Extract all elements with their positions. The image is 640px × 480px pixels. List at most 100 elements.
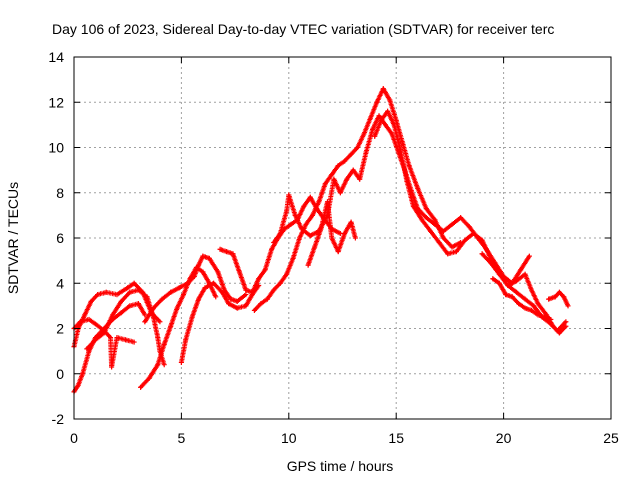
data-point <box>142 319 148 325</box>
data-point <box>389 131 395 137</box>
series-sat-n <box>490 276 554 322</box>
data-point <box>305 262 311 268</box>
data-point <box>174 305 180 311</box>
data-point <box>290 255 296 261</box>
data-point <box>436 240 442 246</box>
data-point <box>264 296 270 302</box>
data-point <box>118 298 124 304</box>
data-point <box>131 339 137 345</box>
data-point <box>125 285 131 291</box>
data-point <box>449 221 455 227</box>
y-tick-label: 10 <box>48 140 64 156</box>
axis-ticks <box>73 56 612 420</box>
data-point <box>215 269 221 275</box>
data-point <box>370 126 376 132</box>
data-point <box>277 280 283 286</box>
x-tick-label: 10 <box>281 430 297 446</box>
data-point <box>277 230 283 236</box>
data-point <box>348 151 354 157</box>
data-point <box>284 271 290 277</box>
data-point <box>376 113 382 119</box>
data-point <box>440 235 446 241</box>
data-point <box>142 312 148 318</box>
data-point <box>342 158 348 164</box>
data-point <box>271 287 277 293</box>
data-point <box>109 364 115 370</box>
data-point <box>350 167 356 173</box>
data-point <box>367 115 373 121</box>
data-point <box>546 296 552 302</box>
data-point <box>496 280 502 286</box>
data-point <box>397 147 403 153</box>
data-point <box>552 294 558 300</box>
data-point <box>224 249 230 255</box>
data-point <box>337 230 343 236</box>
data-point <box>127 289 133 295</box>
data-point <box>243 303 249 309</box>
data-point <box>466 224 472 230</box>
data-point <box>352 235 358 241</box>
data-point <box>196 296 202 302</box>
data-point <box>77 319 83 325</box>
data-point <box>92 337 98 343</box>
data-point <box>307 233 313 239</box>
data-point <box>202 285 208 291</box>
data-point <box>355 145 361 150</box>
data-point <box>548 316 554 322</box>
data-point <box>297 235 303 241</box>
marker-trail <box>80 350 92 377</box>
data-point <box>445 251 451 257</box>
data-point <box>243 292 249 298</box>
marker-trail <box>71 327 81 350</box>
data-point <box>374 99 380 105</box>
y-tick-label: 4 <box>56 275 64 291</box>
data-point <box>157 319 163 325</box>
data-point <box>522 305 528 311</box>
data-point <box>335 163 341 169</box>
data-point <box>103 289 109 295</box>
data-point <box>387 97 393 103</box>
data-point <box>108 335 114 341</box>
data-point <box>168 289 174 295</box>
data-point <box>131 280 137 286</box>
data-point <box>503 292 509 298</box>
data-point <box>95 292 101 298</box>
data-point <box>211 280 217 286</box>
data-point <box>183 337 189 343</box>
data-point <box>449 244 455 250</box>
data-point <box>380 86 386 92</box>
y-tick-label: 2 <box>56 321 64 337</box>
data-point <box>200 269 206 275</box>
data-point <box>496 271 502 277</box>
data-point <box>110 312 116 318</box>
data-point <box>344 176 350 182</box>
data-point <box>309 212 315 218</box>
data-point <box>146 375 152 381</box>
data-point <box>513 289 519 295</box>
x-tick-label: 5 <box>178 430 186 446</box>
data-point <box>226 301 232 307</box>
data-point <box>312 244 318 250</box>
data-point <box>348 219 354 225</box>
data-point <box>118 310 124 316</box>
data-point <box>288 221 294 227</box>
x-tick-label: 0 <box>70 430 78 446</box>
data-point <box>529 307 535 313</box>
data-point <box>556 289 562 295</box>
data-point <box>135 301 141 307</box>
data-point <box>200 253 206 259</box>
data-point <box>101 330 107 336</box>
data-point <box>213 294 219 300</box>
data-point <box>513 278 519 284</box>
data-point <box>159 296 165 302</box>
y-tick-label: 6 <box>56 230 64 246</box>
data-point <box>219 289 225 295</box>
data-point <box>535 301 541 307</box>
data-point <box>565 303 571 309</box>
data-point <box>342 230 348 236</box>
data-point <box>86 316 92 322</box>
data-point <box>316 199 322 205</box>
data-point <box>92 321 98 327</box>
data-point <box>556 330 562 336</box>
